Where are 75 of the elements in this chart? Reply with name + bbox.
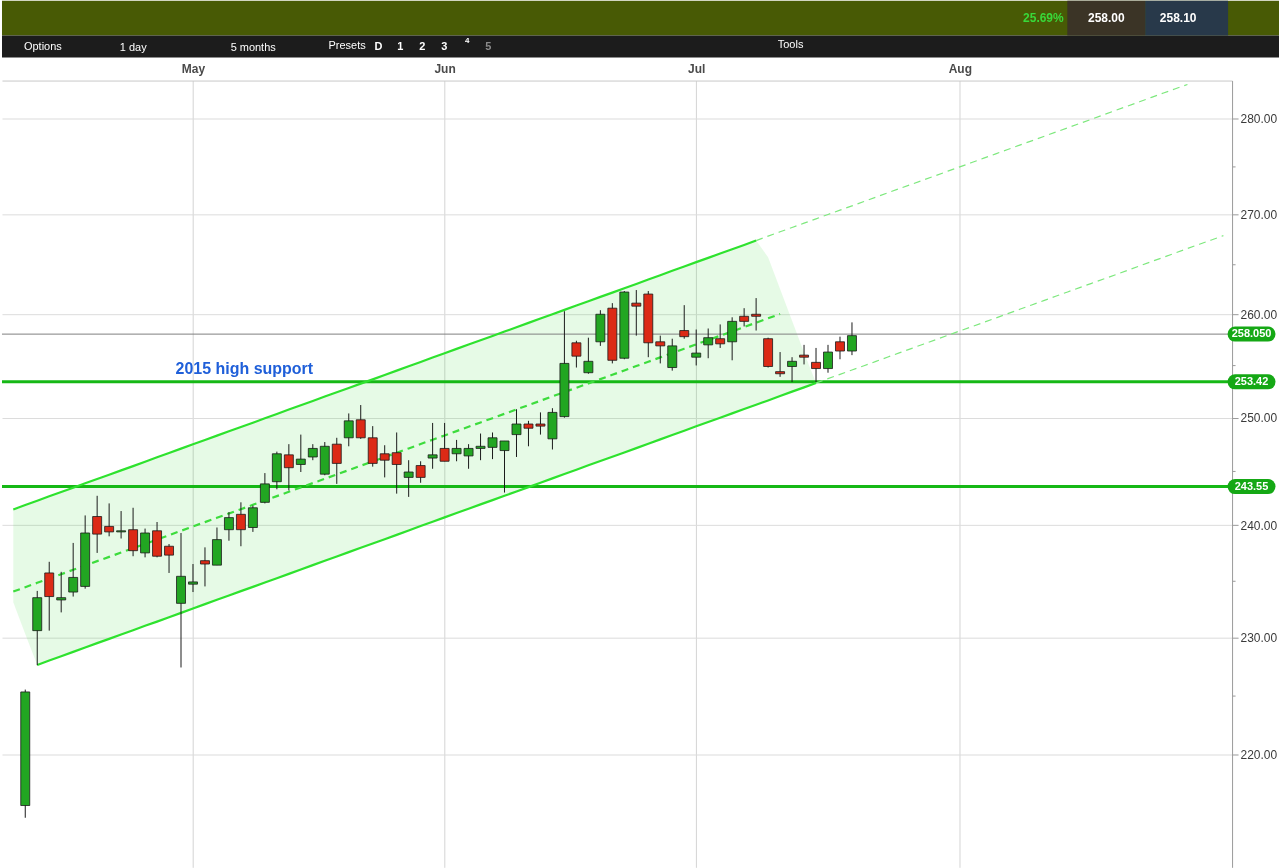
candlestick: [188, 563, 198, 593]
candlestick: [92, 495, 103, 554]
text: 2: [419, 39, 426, 52]
candlestick: [835, 336, 845, 360]
x-tick-label: Jun: [434, 62, 456, 77]
text: Tools: [777, 37, 804, 50]
candlestick: [799, 344, 809, 365]
candlestick: [128, 507, 138, 557]
candlestick: [259, 472, 270, 504]
candlestick: [283, 443, 294, 491]
y-tick-label: 260.00: [1240, 307, 1278, 322]
candlestick: [104, 502, 115, 537]
text: 3: [441, 39, 448, 52]
text: 258.00: [1087, 10, 1125, 25]
candlestick: [775, 351, 785, 378]
candlestick: [391, 431, 402, 495]
candlestick: [140, 528, 150, 558]
candlestick: [355, 404, 366, 440]
candlestick: [751, 297, 762, 332]
candlestick: [727, 316, 738, 361]
candlestick: [667, 338, 678, 372]
text: 5 months: [230, 40, 277, 53]
candlestick: [295, 434, 306, 473]
candlestick: [679, 304, 690, 340]
candlestick: [811, 347, 821, 383]
text: 1 day: [119, 40, 148, 53]
annotation: 2015 high support: [175, 359, 314, 377]
text: 4: [465, 35, 471, 45]
text: 258.10: [1159, 10, 1197, 25]
text: Presets: [328, 38, 367, 51]
y-tick-label: 240.00: [1240, 518, 1278, 533]
y-tick-label: 230.00: [1240, 630, 1278, 645]
ref-line-label: 258.050: [1231, 327, 1272, 340]
text: 25.69%: [1023, 10, 1065, 25]
text: D: [374, 39, 383, 52]
text: 1: [397, 39, 404, 52]
candlestick: [68, 542, 79, 598]
candlestick: [164, 543, 174, 574]
x-tick-label: May: [181, 62, 206, 77]
line-series: [815, 235, 1224, 384]
candlestick: [224, 511, 234, 542]
line-series: [755, 83, 1189, 242]
y-tick-label: 280.00: [1240, 112, 1278, 127]
text: Options: [23, 39, 63, 52]
candlestick: [691, 329, 702, 366]
candlestick: [44, 561, 55, 632]
line-series: [12, 312, 782, 593]
candlestick: [739, 307, 750, 327]
candlestick: [715, 323, 726, 349]
ref-line-label: 243.55: [1234, 479, 1269, 492]
text: 5: [485, 39, 492, 52]
candlestick: [823, 344, 833, 374]
candlestick: [847, 321, 857, 356]
candlestick: [703, 328, 714, 359]
candlestick: [331, 437, 342, 485]
candlestick: [571, 340, 582, 369]
candlestick: [583, 337, 594, 375]
y-tick-label: 220.00: [1240, 748, 1278, 763]
candlestick: [248, 505, 258, 533]
ref-line-label: 253.42: [1234, 374, 1269, 387]
candlestick: [116, 510, 126, 540]
candlestick: [631, 289, 642, 337]
candlestick: [655, 335, 666, 364]
candlestick: [343, 412, 354, 447]
y-tick-label: 270.00: [1240, 208, 1278, 223]
candlestick: [379, 444, 390, 478]
line-series: [36, 381, 818, 667]
y-tick-label: 250.00: [1240, 411, 1278, 426]
candlestick: [787, 356, 797, 383]
candlestick: [236, 501, 246, 547]
x-tick-label: Aug: [948, 62, 972, 77]
candlestick: [56, 571, 67, 613]
x-tick-label: Jul: [688, 62, 706, 77]
line-series: [12, 239, 758, 511]
candlestick: [200, 546, 210, 587]
